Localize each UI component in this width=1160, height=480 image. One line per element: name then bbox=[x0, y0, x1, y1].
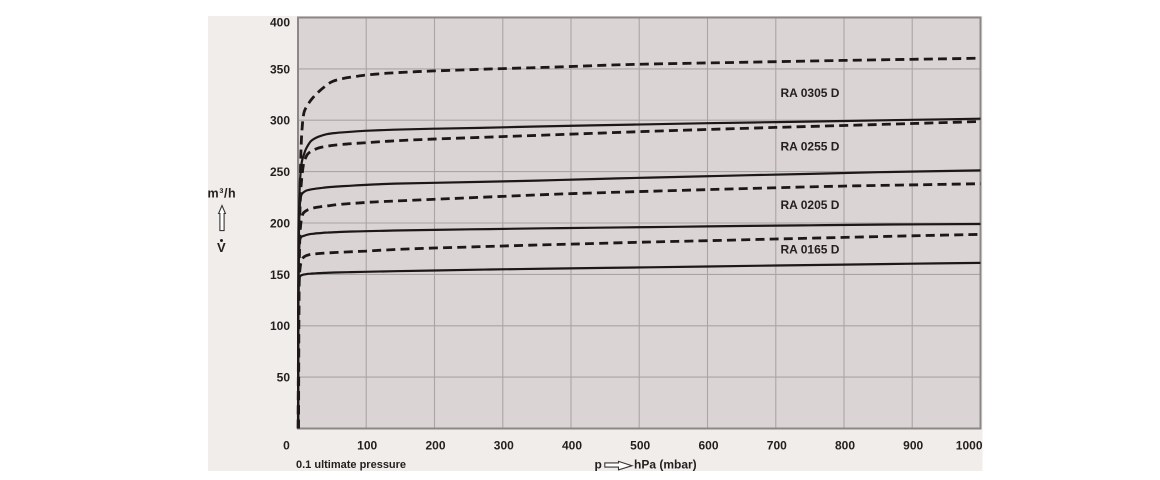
svg-text:800: 800 bbox=[835, 439, 855, 453]
svg-text:0: 0 bbox=[283, 439, 290, 453]
svg-text:0.1 ultimate pressure: 0.1 ultimate pressure bbox=[296, 459, 406, 471]
svg-text:RA 0255 D: RA 0255 D bbox=[781, 139, 840, 153]
svg-text:500: 500 bbox=[630, 439, 650, 453]
svg-text:V: V bbox=[217, 240, 226, 255]
svg-text:m³/h: m³/h bbox=[208, 187, 237, 201]
svg-text:600: 600 bbox=[698, 439, 718, 453]
svg-text:400: 400 bbox=[562, 439, 582, 453]
svg-text:300: 300 bbox=[270, 114, 290, 128]
svg-text:p: p bbox=[595, 458, 602, 472]
svg-text:200: 200 bbox=[270, 216, 290, 230]
svg-text:250: 250 bbox=[270, 165, 290, 179]
svg-text:RA 0165 D: RA 0165 D bbox=[781, 242, 840, 256]
svg-text:300: 300 bbox=[494, 439, 514, 453]
svg-text:100: 100 bbox=[270, 319, 290, 333]
svg-text:1000: 1000 bbox=[956, 439, 983, 453]
svg-text:100: 100 bbox=[357, 439, 377, 453]
svg-text:700: 700 bbox=[767, 439, 787, 453]
svg-text:400: 400 bbox=[270, 15, 290, 29]
svg-text:50: 50 bbox=[277, 371, 291, 385]
svg-text:RA 0305 D: RA 0305 D bbox=[781, 86, 840, 100]
svg-text:hPa (mbar): hPa (mbar) bbox=[634, 458, 697, 472]
svg-text:900: 900 bbox=[903, 439, 923, 453]
svg-text:RA 0205 D: RA 0205 D bbox=[781, 198, 840, 212]
svg-text:200: 200 bbox=[425, 439, 445, 453]
svg-text:350: 350 bbox=[270, 62, 290, 76]
svg-text:150: 150 bbox=[270, 268, 290, 282]
